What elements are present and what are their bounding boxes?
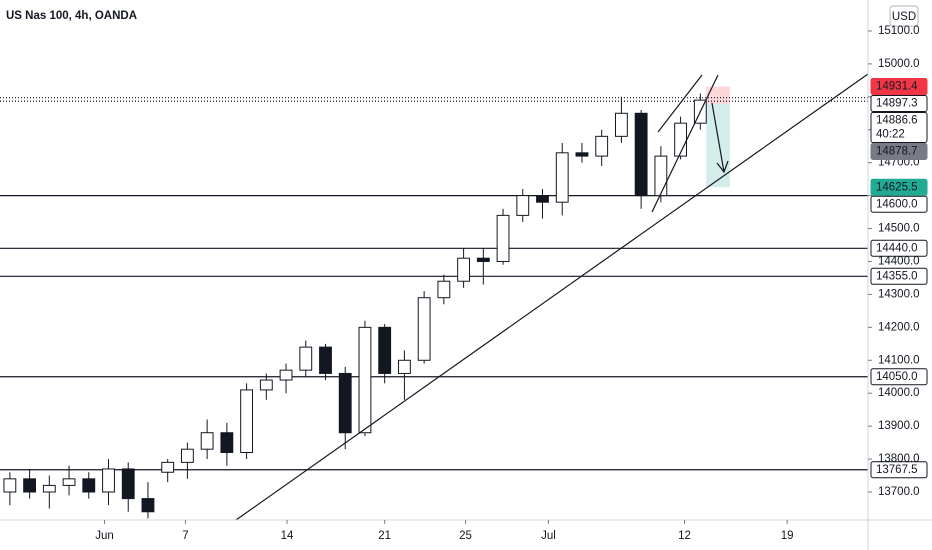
y-tick-label: 14100.0 [878, 354, 920, 366]
candle-body [595, 135, 609, 157]
candle-body [476, 257, 490, 262]
candle-body [141, 498, 155, 513]
price-label: 14886.6 [876, 115, 918, 127]
price-label: 13767.5 [876, 464, 918, 476]
price-label-box [870, 142, 928, 160]
price-label-box [870, 94, 928, 112]
candle-body [634, 112, 648, 197]
candle-body [161, 461, 175, 473]
candle-body [536, 195, 549, 203]
candle-body [614, 112, 628, 137]
candle-body [516, 195, 530, 216]
price-label: 14440.0 [876, 242, 918, 254]
x-tick-label: 14 [281, 530, 294, 542]
stop-zone [706, 86, 730, 104]
candle-body [121, 468, 135, 500]
price-label: 14600.0 [876, 198, 918, 210]
price-label-box [870, 178, 928, 196]
candle-body [240, 389, 254, 453]
channel-line [657, 74, 703, 133]
x-tick-label: 25 [459, 530, 472, 542]
x-tick-label: 12 [678, 530, 691, 542]
candle-body [575, 152, 589, 157]
price-label-box [870, 77, 928, 95]
candle-body [674, 122, 688, 157]
candle-body [496, 214, 510, 262]
price-label-box [870, 267, 928, 285]
candle-body [23, 478, 37, 493]
candle-body [378, 326, 392, 374]
y-tick-label: 14500.0 [878, 223, 920, 235]
currency: USD [892, 11, 916, 23]
price-label-box [870, 111, 928, 143]
candle-body [200, 432, 214, 450]
price-label: 14625.5 [876, 181, 918, 193]
price-label-box [870, 461, 928, 479]
price-label: 14878.7 [876, 146, 918, 158]
arrow-head [716, 160, 729, 174]
x-tick-label: 7 [182, 530, 188, 542]
candle-body [338, 372, 352, 434]
candle-body [102, 468, 115, 493]
candle-body [180, 448, 194, 463]
candle-body [62, 478, 76, 486]
candle-body [220, 432, 234, 453]
candle-body [555, 152, 569, 203]
trend-line [235, 73, 869, 521]
candle-body [358, 326, 372, 434]
candle-body [457, 257, 471, 282]
price-label: 14897.3 [876, 98, 918, 110]
price-label: 14355.0 [876, 270, 918, 282]
drawings [235, 73, 869, 521]
candle-body [417, 297, 431, 361]
candle-body [3, 478, 17, 493]
x-tick-label: Jul [541, 530, 556, 542]
y-tick-label: 14200.0 [878, 321, 920, 333]
candle-body [654, 155, 668, 197]
price-label: 14050.0 [876, 371, 918, 383]
plot-area [0, 86, 868, 519]
channel-line [651, 74, 719, 213]
target-zone [706, 103, 730, 188]
candle-body [397, 359, 411, 374]
candle-body [82, 478, 96, 493]
x-tick-label: Jun [95, 530, 114, 542]
countdown: 40:22 [876, 129, 905, 141]
price-label-box [870, 195, 928, 213]
candle-body [299, 346, 313, 371]
price-label-box [870, 368, 928, 386]
chart-title: US Nas 100, 4h, OANDA [6, 10, 137, 22]
y-tick-label: 13700.0 [878, 486, 920, 498]
arrow [711, 102, 725, 173]
y-tick-label: 15000.0 [878, 58, 920, 70]
y-tick-label: 13900.0 [878, 420, 920, 432]
y-tick-label: 14000.0 [878, 387, 920, 399]
price-label: 14931.4 [876, 81, 918, 93]
candle-body [42, 484, 56, 493]
x-tick-label: 19 [781, 530, 794, 542]
y-tick-label: 14300.0 [878, 288, 920, 300]
y-tick-label: 14400.0 [878, 256, 920, 268]
candle-body [319, 346, 332, 374]
y-tick-label: 15100.0 [878, 25, 920, 37]
candle-body [259, 379, 273, 391]
candle-body [279, 369, 293, 381]
x-tick-label: 21 [378, 530, 391, 542]
candle-body [437, 280, 451, 299]
price-label-box [870, 239, 928, 257]
currency-box [889, 5, 919, 27]
